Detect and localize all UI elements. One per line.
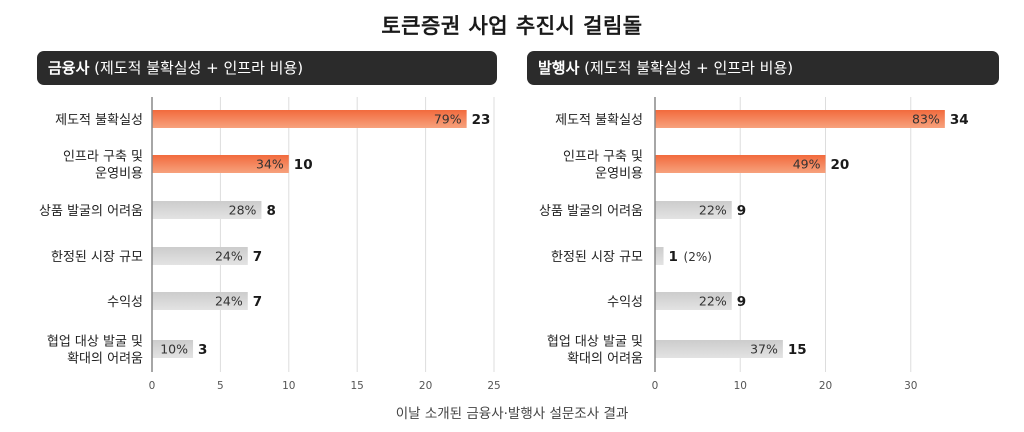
panel-header-rest: (제도적 불확실성 + 인프라 비용) bbox=[89, 59, 304, 77]
tick-label: 30 bbox=[904, 380, 917, 392]
bar bbox=[655, 292, 732, 310]
category-label: 운영비용 bbox=[95, 167, 143, 182]
source-note: 이날 소개된 금융사·발행사 설문조사 결과 bbox=[395, 406, 629, 422]
tick-label: 15 bbox=[351, 380, 364, 392]
category-label: 협업 대상 발굴 및 bbox=[547, 335, 643, 350]
tick-label: 0 bbox=[652, 380, 659, 392]
value-label: 20 bbox=[831, 157, 850, 173]
category-label: 확대의 어려움 bbox=[67, 352, 143, 367]
percent-label: 22% bbox=[699, 203, 727, 218]
tick-label: 10 bbox=[282, 380, 295, 392]
category-label: 인프라 구축 및 bbox=[63, 150, 143, 165]
value-label: 34 bbox=[950, 112, 969, 128]
percent-label: 37% bbox=[750, 342, 778, 357]
category-label: 수익성 bbox=[107, 295, 143, 310]
category-label: 운영비용 bbox=[595, 167, 643, 182]
value-label: 10 bbox=[294, 157, 313, 173]
panel-header-bold: 발행사 bbox=[538, 59, 580, 77]
bar bbox=[655, 340, 783, 358]
bar bbox=[152, 247, 248, 265]
panel-header-issuer: 발행사 (제도적 불확실성 + 인프라 비용) bbox=[527, 51, 999, 85]
value-label: 23 bbox=[472, 112, 491, 128]
panel-header-bold: 금융사 bbox=[48, 59, 90, 77]
tick-label: 20 bbox=[819, 380, 832, 392]
bar bbox=[152, 110, 467, 128]
bar bbox=[655, 247, 664, 265]
bar bbox=[655, 110, 945, 128]
category-label: 제도적 불확실성 bbox=[555, 113, 643, 128]
percent-label: 34% bbox=[256, 157, 284, 172]
tick-label: 25 bbox=[487, 380, 500, 392]
category-label: 한정된 시장 규모 bbox=[51, 250, 143, 265]
category-label: 수익성 bbox=[607, 295, 643, 310]
category-label: 한정된 시장 규모 bbox=[551, 250, 643, 265]
percent-label: 22% bbox=[699, 294, 727, 309]
tick-label: 20 bbox=[419, 380, 432, 392]
bar bbox=[152, 292, 248, 310]
percent-label: 10% bbox=[160, 342, 188, 357]
value-label: 9 bbox=[737, 203, 746, 219]
panel-header-rest: (제도적 불확실성 + 인프라 비용) bbox=[579, 59, 794, 77]
bar bbox=[152, 340, 194, 358]
value-suffix-label: (2%) bbox=[684, 250, 712, 264]
tick-label: 5 bbox=[217, 380, 224, 392]
percent-label: 49% bbox=[793, 157, 821, 172]
category-label: 상품 발굴의 어려움 bbox=[39, 204, 143, 219]
tick-label: 0 bbox=[149, 380, 156, 392]
panel-header-financial: 금융사 (제도적 불확실성 + 인프라 비용) bbox=[37, 51, 497, 85]
percent-label: 24% bbox=[215, 294, 243, 309]
value-label: 15 bbox=[788, 342, 807, 358]
percent-label: 28% bbox=[229, 203, 257, 218]
percent-label: 83% bbox=[912, 112, 940, 127]
percent-label: 79% bbox=[434, 112, 462, 127]
value-label: 9 bbox=[737, 294, 746, 310]
category-label: 확대의 어려움 bbox=[567, 352, 643, 367]
value-label: 7 bbox=[253, 249, 262, 265]
chart-title: 토큰증권 사업 추진시 걸림돌 bbox=[381, 14, 643, 38]
category-label: 인프라 구축 및 bbox=[563, 150, 643, 165]
percent-label: 24% bbox=[215, 249, 243, 264]
panel-0: 0 5 10 15 20 25 79% 23 제도적 불확실성 34% 10 인프라 구축 및운영비용… bbox=[39, 97, 501, 392]
category-label: 상품 발굴의 어려움 bbox=[539, 204, 643, 219]
category-label: 제도적 불확실성 bbox=[55, 113, 143, 128]
value-label: 3 bbox=[198, 342, 207, 358]
bar bbox=[655, 155, 826, 173]
bar bbox=[655, 201, 732, 219]
bar bbox=[152, 201, 262, 219]
category-label: 협업 대상 발굴 및 bbox=[47, 335, 143, 350]
value-label: 8 bbox=[266, 203, 275, 219]
bar bbox=[152, 155, 289, 173]
tick-label: 10 bbox=[734, 380, 747, 392]
value-label: 7 bbox=[253, 294, 262, 310]
value-label: 1 bbox=[669, 249, 678, 265]
